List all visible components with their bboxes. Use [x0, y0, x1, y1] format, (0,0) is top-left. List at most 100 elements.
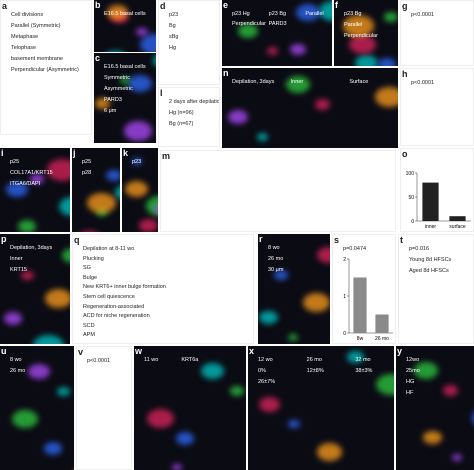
panel-text: p<0.0001	[411, 12, 435, 18]
panel-label: j	[73, 148, 76, 158]
stain-blob	[33, 335, 64, 344]
stain-blob	[103, 51, 128, 52]
panel-text: Cell divisions	[11, 12, 44, 18]
panel-text: Parallel	[305, 11, 324, 17]
panel-text: New KRT6+ inner bulge formation	[83, 284, 166, 291]
panel-text: HF	[406, 390, 414, 396]
panel-text: p<0.0001	[87, 358, 111, 364]
stain-blob	[30, 174, 44, 184]
stain-blob	[414, 362, 438, 379]
stain-blob	[59, 197, 70, 216]
panel: n Depilation, 3days Inner Surface	[222, 68, 398, 148]
y-tick-label: 0	[411, 219, 414, 225]
stain-blob	[288, 420, 300, 429]
panel: q Depilation at 8-11 wo Plucking SG Bulge New…	[72, 234, 254, 344]
panel-text: Stem cell quiescence	[83, 294, 135, 300]
panel: b E16.5 basal cells	[94, 0, 156, 52]
panel-text: p=0.0474	[343, 246, 367, 252]
panel-text: Inner	[290, 79, 304, 85]
panel-text: p23	[169, 12, 179, 18]
panel-text: p23 Bg	[344, 11, 362, 17]
panel-text: 38±3%	[355, 368, 373, 374]
stain-blob	[120, 77, 130, 84]
panel-text: COL17A1/KRT15	[10, 170, 53, 176]
stain-blob	[259, 397, 280, 412]
panel-text: 26 mo	[306, 357, 322, 363]
panel-text: SCD	[83, 322, 95, 329]
x-tick-label: 26 mo	[375, 336, 389, 342]
panel-label: t	[400, 235, 403, 245]
x-tick-label: surface	[449, 224, 466, 230]
stain-blob	[6, 182, 28, 198]
panel-label: s	[334, 235, 340, 245]
panel-text: Bg	[169, 23, 176, 29]
y-tick-label: 50	[408, 195, 414, 201]
stain-blob	[375, 87, 398, 108]
panel-label: e	[223, 0, 229, 10]
stain-blob	[128, 75, 152, 92]
stain-blob	[172, 464, 182, 470]
stain-blob	[315, 99, 330, 110]
panel-text: 0%	[258, 368, 266, 374]
stain-blob	[228, 110, 248, 124]
stain-blob	[317, 247, 330, 264]
stain-blob	[472, 408, 474, 428]
stain-blob	[47, 159, 70, 181]
panel-text: Regeneration-associated	[83, 303, 145, 310]
panel-text: Parallel	[344, 22, 363, 28]
stain-blob	[77, 231, 102, 232]
panel-text: Inner	[10, 256, 23, 262]
panel-text: 12 wo	[258, 357, 273, 363]
panel-text: Parallel (Symmetric)	[11, 23, 61, 29]
panel: d p23 Bg sBg Hg	[158, 0, 220, 85]
bar	[449, 216, 466, 221]
stain-blob	[136, 28, 148, 37]
panel-text: Perpendicular	[232, 21, 266, 28]
stain-blob	[274, 270, 288, 280]
y-tick-label: 2	[343, 257, 346, 263]
panel-label: h	[402, 69, 408, 79]
stain-blob	[288, 334, 298, 341]
panel-label: q	[74, 235, 80, 245]
stain-blob	[28, 364, 50, 380]
panel-text: Plucking	[83, 255, 104, 262]
panel-text: ACD for niche regeneration	[83, 313, 150, 320]
panel-text: Asymmetric	[104, 86, 133, 92]
panel-text: 32 mo	[355, 357, 371, 363]
panel: x 12 wo 26 mo 32 mo 0% 12±8% 38±3% 26±7%	[248, 346, 394, 470]
stain-blob	[347, 351, 364, 363]
panel-label: x	[249, 346, 255, 356]
stain-blob	[44, 442, 62, 455]
panel: y 12wo 25mo HG HF	[396, 346, 474, 470]
panel: e p23 Hg p23 Bg Parallel Perpendicular PARD3	[222, 0, 332, 66]
panel-text: PARD3	[268, 21, 287, 28]
bar	[353, 277, 367, 333]
panel-label: k	[123, 148, 129, 158]
panel-text: Hg	[169, 45, 177, 51]
panel: t p=0.016 Young 8d HFSCs Aged 8d HFSCs	[398, 234, 474, 344]
panel-text: 6 μm	[104, 108, 117, 114]
stain-blob	[286, 76, 310, 93]
stain-blob	[259, 311, 278, 325]
panel: v p<0.0001	[76, 346, 132, 470]
chart: 0 50 100 inner surface	[406, 171, 471, 230]
x-tick-label: 8w	[357, 336, 364, 342]
stain-blob	[95, 98, 110, 109]
panel-text: Surface	[349, 79, 369, 85]
panel-label: u	[1, 346, 7, 356]
stain-blob	[153, 54, 156, 68]
panel-label: m	[162, 151, 171, 161]
panel-label: l	[160, 88, 163, 98]
stain-blob	[62, 248, 70, 264]
stain-blob	[290, 44, 306, 56]
panel-text: Bulge	[83, 274, 98, 281]
panel: i p25 COL17A1/KRT15 ITGA6/DAPI	[0, 148, 70, 232]
panel-text: HG	[406, 379, 415, 385]
panel-text: Young 8d HFSCs	[409, 257, 452, 263]
stain-blob	[423, 431, 442, 445]
panel-label: y	[397, 346, 403, 356]
stain-blob	[176, 432, 194, 445]
panel-text: 26±7%	[258, 379, 276, 385]
stain-blob	[4, 312, 22, 325]
